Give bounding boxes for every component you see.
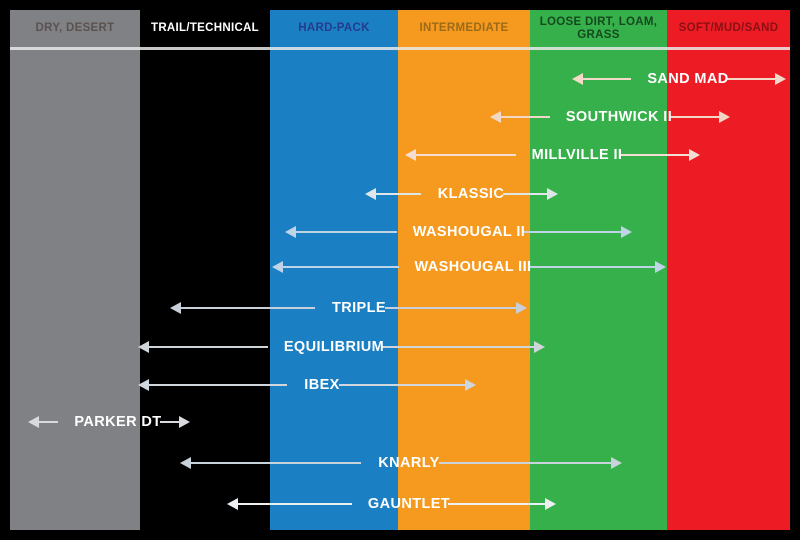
arrow-head-left-icon: [170, 302, 181, 314]
arrow-line-right: [727, 78, 776, 80]
arrow-line-left: [237, 503, 352, 505]
arrow-head-left-icon: [138, 341, 149, 353]
arrow-head-left-icon: [227, 498, 238, 510]
terrain-band-loose-dirt: [530, 10, 667, 530]
tire-model-label: SOUTHWICK II: [565, 109, 673, 125]
terrain-header-cell: SOFT/MUD/SAND: [667, 10, 790, 47]
tire-range-row: SAND MAD: [0, 68, 800, 90]
arrow-head-right-icon: [611, 457, 622, 469]
arrow-head-right-icon: [689, 149, 700, 161]
tire-model-label: GAUNTLET: [367, 496, 451, 512]
arrow-head-left-icon: [28, 416, 39, 428]
arrow-head-right-icon: [534, 341, 545, 353]
arrow-head-left-icon: [180, 457, 191, 469]
arrow-head-left-icon: [572, 73, 583, 85]
terrain-header-label: HARD-PACK: [298, 22, 370, 35]
arrow-head-left-icon: [490, 111, 501, 123]
arrow-head-right-icon: [516, 302, 527, 314]
tire-model-label: WASHOUGAL II: [412, 224, 526, 240]
terrain-band-dry-desert: [10, 10, 140, 530]
arrow-head-right-icon: [545, 498, 556, 510]
arrow-head-right-icon: [179, 416, 190, 428]
terrain-header-cell: INTERMEDIATE: [398, 10, 530, 47]
tire-model-label: SAND MAD: [647, 71, 729, 87]
tire-range-row: SOUTHWICK II: [0, 106, 800, 128]
terrain-header-cell: HARD-PACK: [270, 10, 398, 47]
arrow-line-right: [669, 116, 720, 118]
arrow-head-right-icon: [465, 379, 476, 391]
tire-model-label: EQUILIBRIUM: [283, 339, 385, 355]
arrow-line-right: [522, 231, 622, 233]
tire-model-label: PARKER DT: [74, 414, 162, 430]
arrow-line-right: [159, 421, 180, 423]
terrain-header-cell: TRAIL/TECHNICAL: [140, 10, 270, 47]
tire-model-label: WASHOUGAL III: [414, 259, 532, 275]
arrow-line-left: [148, 384, 288, 386]
arrow-head-right-icon: [775, 73, 786, 85]
arrow-line-left: [190, 462, 362, 464]
tire-model-label: MILLVILLE II: [531, 147, 623, 163]
arrow-line-right: [448, 503, 546, 505]
arrow-line-right: [438, 462, 612, 464]
arrow-head-right-icon: [621, 226, 632, 238]
tire-range-row: PARKER DT: [0, 411, 800, 433]
arrow-line-left: [38, 421, 59, 423]
arrow-line-left: [295, 231, 398, 233]
terrain-header-label: INTERMEDIATE: [419, 22, 509, 35]
tire-model-label: KNARLY: [378, 455, 440, 471]
arrow-line-right: [528, 266, 656, 268]
arrow-line-left: [282, 266, 399, 268]
terrain-header-label: LOOSE DIRT, LOAM, GRASS: [539, 16, 658, 41]
tire-model-label: KLASSIC: [437, 186, 505, 202]
arrow-head-right-icon: [655, 261, 666, 273]
tire-range-row: KLASSIC: [0, 183, 800, 205]
terrain-band-soft-mud-sand: [667, 10, 790, 530]
arrow-line-right: [619, 154, 690, 156]
arrow-line-left: [500, 116, 551, 118]
arrow-line-left: [375, 193, 422, 195]
arrow-line-left: [415, 154, 517, 156]
arrow-head-left-icon: [365, 188, 376, 200]
arrow-head-right-icon: [547, 188, 558, 200]
tire-range-row: GAUNTLET: [0, 493, 800, 515]
tire-range-row: KNARLY: [0, 452, 800, 474]
tire-range-row: IBEX: [0, 374, 800, 396]
arrow-head-right-icon: [719, 111, 730, 123]
arrow-line-right: [384, 307, 517, 309]
header-separator: [10, 47, 790, 50]
arrow-head-left-icon: [405, 149, 416, 161]
terrain-header-row: DRY, DESERT TRAIL/TECHNICAL HARD-PACK INTER…: [0, 10, 800, 47]
terrain-band-trail-technical: [140, 10, 270, 530]
arrow-line-left: [180, 307, 316, 309]
terrain-header-label: SOFT/MUD/SAND: [678, 22, 779, 35]
terrain-header-label: TRAIL/TECHNICAL: [151, 22, 259, 35]
tire-model-label: TRIPLE: [332, 300, 386, 316]
tire-range-row: WASHOUGAL II: [0, 221, 800, 243]
tire-range-row: TRIPLE: [0, 297, 800, 319]
terrain-band-intermediate: [398, 10, 530, 530]
terrain-band-hard-pack: [270, 10, 398, 530]
terrain-header-cell: LOOSE DIRT, LOAM, GRASS: [530, 10, 667, 47]
arrow-line-left: [148, 346, 269, 348]
arrow-head-left-icon: [138, 379, 149, 391]
tire-range-row: EQUILIBRIUM: [0, 336, 800, 358]
tire-range-row: MILLVILLE II: [0, 144, 800, 166]
arrow-line-right: [338, 384, 466, 386]
arrow-head-left-icon: [285, 226, 296, 238]
arrow-line-right: [381, 346, 535, 348]
arrow-line-right: [502, 193, 548, 195]
tire-model-label: IBEX: [304, 377, 340, 393]
tire-range-row: WASHOUGAL III: [0, 256, 800, 278]
arrow-line-left: [582, 78, 631, 80]
terrain-header-cell: DRY, DESERT: [10, 10, 140, 47]
arrow-head-left-icon: [272, 261, 283, 273]
terrain-header-label: DRY, DESERT: [35, 22, 115, 35]
